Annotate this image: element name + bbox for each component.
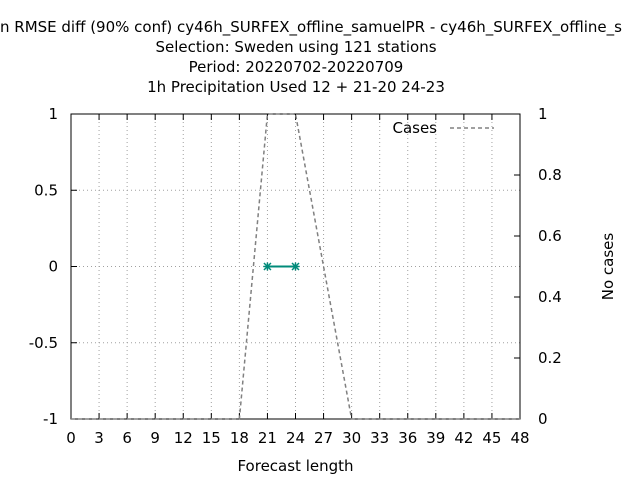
legend: Cases [392,119,494,137]
y-tick-label-left: 0.5 [34,181,58,199]
x-tick-label: 42 [454,429,473,447]
right-y-axis-label: No cases [599,233,617,301]
y-tick-label-right: 0.6 [538,227,562,245]
x-tick-label: 45 [482,429,501,447]
x-tick-label: 21 [258,429,277,447]
y-tick-label-right: 0.4 [538,288,562,306]
title-line-1: n RMSE diff (90% conf) cy46h_SURFEX_offl… [0,18,622,37]
title-line-4: 1h Precipitation Used 12 + 21-20 24-23 [147,78,445,96]
y-tick-label-left: 1 [48,105,58,123]
data-point [291,262,300,271]
x-tick-label: 36 [398,429,417,447]
title-line-2: Selection: Sweden using 121 stations [155,38,436,56]
x-tick-label: 3 [94,429,104,447]
y-tick-label-left: 0 [48,258,58,276]
title-line-3: Period: 20220702-20220709 [189,58,404,76]
x-tick-label: 24 [286,429,305,447]
series-line-2 [71,113,520,420]
axis-ticks: 0 3 6 9 12 15 18 21 24 27 30 33 36 39 42 45 48-1-0.500.5… [29,105,562,447]
x-tick-label: 48 [510,429,529,447]
legend-label: Cases [392,119,437,137]
x-tick-label: 12 [174,429,193,447]
x-tick-label: 6 [122,429,132,447]
x-tick-label: 0 [66,429,76,447]
y-tick-label-right: 1 [538,105,548,123]
x-tick-label: 33 [370,429,389,447]
y-tick-label-left: -0.5 [29,334,58,352]
y-tick-label-right: 0 [538,410,548,428]
x-tick-label: 18 [230,429,249,447]
y-tick-label-right: 0.2 [538,349,562,367]
y-tick-label-left: -1 [43,410,58,428]
x-tick-label: 30 [342,429,361,447]
series-layer [71,113,520,420]
x-tick-label: 39 [426,429,445,447]
y-tick-label-right: 0.8 [538,166,562,184]
x-tick-label: 9 [150,429,160,447]
x-axis-label: Forecast length [237,457,353,475]
data-point [263,262,272,271]
x-tick-label: 27 [314,429,333,447]
chart-title: n RMSE diff (90% conf) cy46h_SURFEX_offl… [0,18,622,96]
x-tick-label: 15 [202,429,221,447]
